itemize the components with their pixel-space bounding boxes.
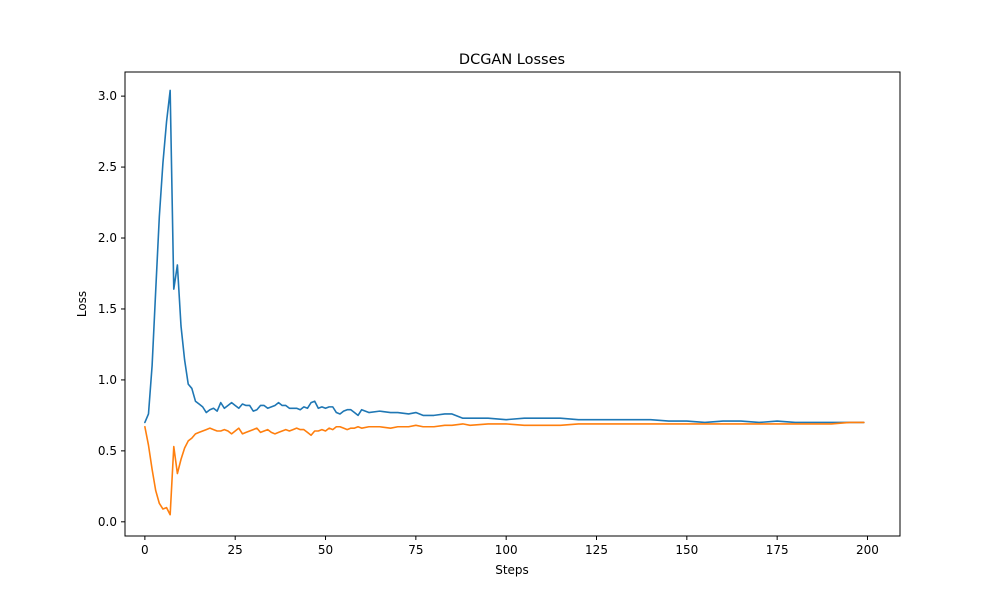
y-tick-label: 1.5 <box>98 302 117 316</box>
y-tick-label: 0.5 <box>98 444 117 458</box>
x-tick-label: 150 <box>675 543 698 557</box>
x-tick-label: 200 <box>856 543 879 557</box>
x-tick-label: 100 <box>495 543 518 557</box>
x-tick-label: 0 <box>141 543 149 557</box>
y-tick-label: 3.0 <box>98 89 117 103</box>
x-tick-label: 125 <box>585 543 608 557</box>
x-tick-label: 50 <box>318 543 333 557</box>
series-line-1 <box>144 89 865 424</box>
y-tick-label: 1.0 <box>98 373 117 387</box>
x-tick-label: 75 <box>408 543 423 557</box>
y-tick-label: 0.0 <box>98 515 117 529</box>
y-axis-label: Loss <box>75 291 89 317</box>
x-axis-label: Steps <box>495 563 529 577</box>
series-layer <box>144 89 865 516</box>
x-tick-label: 175 <box>766 543 789 557</box>
chart-title: DCGAN Losses <box>459 52 565 68</box>
axis-layer: 0 25 50 75 100 125 150 175 200 0.0 0.5 1.0 1.5 2.0 2.5… <box>98 89 879 557</box>
series-line-2 <box>144 421 865 516</box>
plot-frame <box>124 71 901 537</box>
y-tick-label: 2.5 <box>98 160 117 174</box>
y-tick-label: 2.0 <box>98 231 117 245</box>
x-tick-label: 25 <box>228 543 243 557</box>
